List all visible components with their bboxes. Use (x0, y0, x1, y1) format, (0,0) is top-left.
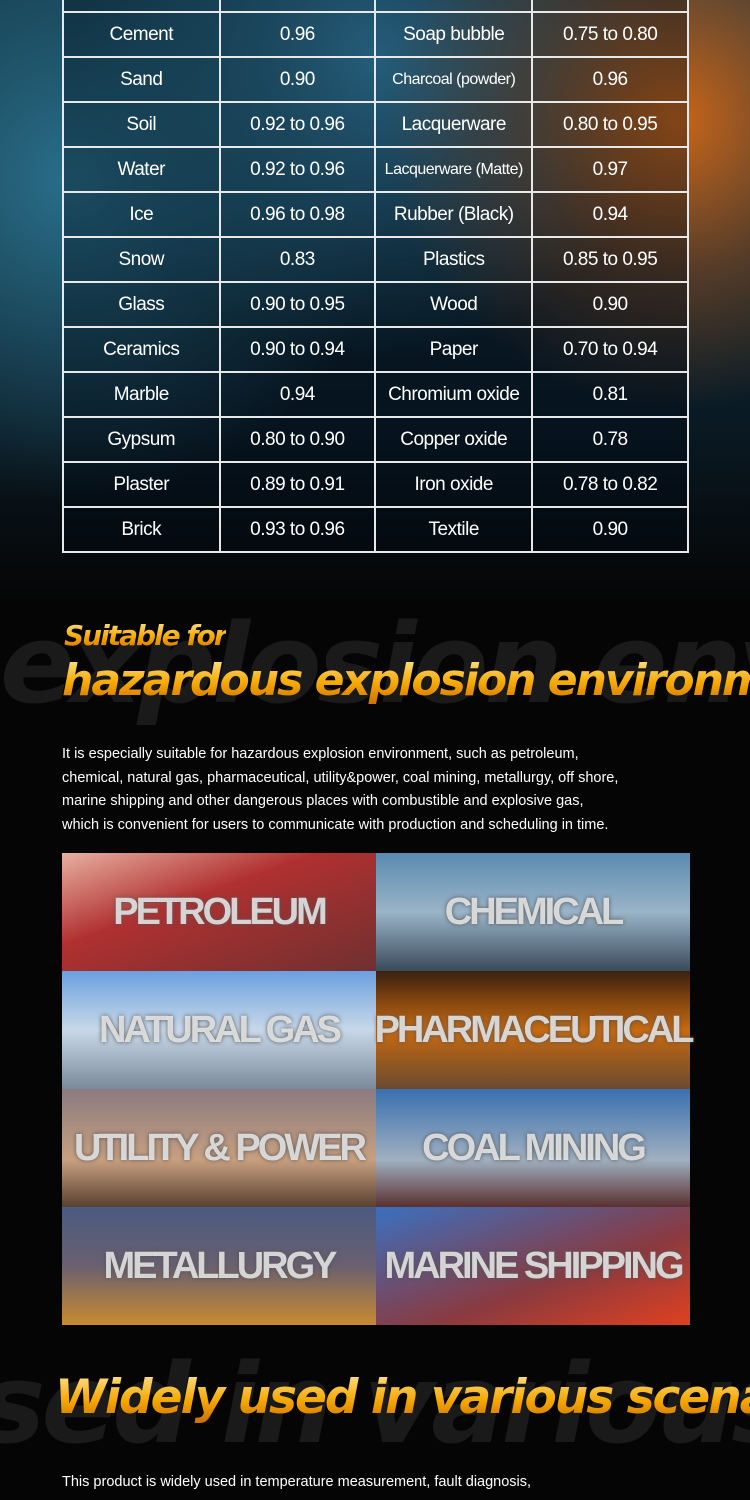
material-cell: Paper (374, 326, 534, 373)
table-row: Ice 0.96 to 0.98 Rubber (Black) 0.94 (62, 191, 689, 238)
material-cell: Sand (62, 56, 221, 103)
material-cell: Plaster (62, 461, 221, 508)
table-row: Sand 0.90 Charcoal (powder) 0.96 (62, 56, 689, 103)
value-cell: 0.78 (531, 416, 689, 463)
section-title: hazardous explosion environment (62, 655, 750, 706)
table-row: Brick 0.93 to 0.96 Textile 0.90 (62, 506, 689, 553)
value-cell: 0.96 (531, 56, 689, 103)
paragraph-line: chemical, natural gas, pharmaceutical, u… (62, 769, 619, 786)
value-cell: 0.92 to 0.96 (218, 146, 377, 193)
value-cell: 0.83 (218, 236, 377, 283)
value-cell: 0.94 (531, 191, 689, 238)
material-cell: Textile (374, 506, 534, 553)
table-row: Cement 0.96 Soap bubble 0.75 to 0.80 (62, 11, 689, 58)
material-cell: Lacquerware (374, 101, 534, 148)
section-title: Widely used in various scenarios (55, 1370, 750, 1425)
industry-tile: METALLURGY (62, 1207, 376, 1325)
value-cell: 0.92 to 0.96 (218, 101, 377, 148)
value-cell: 0.80 to 0.90 (218, 416, 377, 463)
industry-tile: PHARMACEUTICAL (375, 971, 694, 1089)
emissivity-table: Cement 0.96 Soap bubble 0.75 to 0.80 Sand 0.9… (62, 0, 689, 553)
table-row: Snow 0.83 Plastics 0.85 to 0.95 (62, 236, 689, 283)
value-cell: 0.78 to 0.82 (531, 461, 689, 508)
value-cell: 0.85 to 0.95 (531, 236, 689, 283)
material-cell: Lacquerware (Matte) (374, 146, 534, 193)
material-cell: Chromium oxide (374, 371, 534, 418)
paragraph-line: It is especially suitable for hazardous … (62, 746, 579, 762)
value-cell: 0.70 to 0.94 (531, 326, 689, 373)
industry-tile: UTILITY & POWER (62, 1089, 376, 1207)
material-cell: Iron oxide (374, 461, 534, 508)
value-cell: 0.97 (531, 146, 689, 193)
value-cell: 0.90 to 0.94 (218, 326, 377, 373)
material-cell: Rubber (Black) (374, 191, 534, 238)
value-cell: 0.89 to 0.91 (218, 461, 377, 508)
material-cell: Wood (374, 281, 534, 328)
material-cell: Ice (62, 191, 221, 238)
paragraph-line: marine shipping and other dangerous plac… (62, 793, 584, 810)
material-cell: Ceramics (62, 326, 221, 373)
value-cell: 0.96 to 0.98 (218, 191, 377, 238)
material-cell: Soil (62, 101, 221, 148)
table-row: Gypsum 0.80 to 0.90 Copper oxide 0.78 (62, 416, 689, 463)
material-cell: Cement (62, 11, 221, 58)
table-row: Ceramics 0.90 to 0.94 Paper 0.70 to 0.94 (62, 326, 689, 373)
value-cell: 0.90 (531, 506, 689, 553)
value-cell: 0.96 (218, 11, 377, 58)
value-cell: 0.90 (218, 56, 377, 103)
value-cell: 0.94 (218, 371, 377, 418)
watermark: sed in various sc (0, 1340, 750, 1468)
material-cell: Soap bubble (374, 11, 534, 58)
table-row: Water 0.92 to 0.96 Lacquerware (Matte) 0.97 (62, 146, 689, 193)
value-cell: 0.75 to 0.80 (531, 11, 689, 58)
material-cell: Gypsum (62, 416, 221, 463)
industry-tile: COAL MINING (376, 1089, 690, 1207)
industry-tile: MARINE SHIPPING (376, 1207, 690, 1325)
tile-grid: PETROLEUM CHEMICAL NATURAL GAS PHARMACEUTIC… (62, 853, 694, 1325)
industry-tile: PETROLEUM (62, 853, 376, 971)
value-cell: 0.93 to 0.96 (218, 506, 377, 553)
watermark: explosion envi (0, 600, 750, 728)
paragraph: It is especially suitable for hazardous … (62, 743, 618, 838)
material-cell: Plastics (374, 236, 534, 283)
material-cell: Copper oxide (374, 416, 534, 463)
table-row: Marble 0.94 Chromium oxide 0.81 (62, 371, 689, 418)
material-cell: Snow (62, 236, 221, 283)
value-cell: 0.80 to 0.95 (531, 101, 689, 148)
material-cell: Charcoal (powder) (374, 56, 534, 103)
value-cell: 0.90 (531, 281, 689, 328)
table-row: Plaster 0.89 to 0.91 Iron oxide 0.78 to 0.8… (62, 461, 689, 508)
value-cell: 0.81 (531, 371, 689, 418)
value-cell: 0.90 to 0.95 (218, 281, 377, 328)
kicker: Suitable for (64, 619, 228, 652)
paragraph: This product is widely used in temperatu… (62, 1471, 531, 1495)
material-cell: Brick (62, 506, 221, 553)
industry-tile: CHEMICAL (376, 853, 690, 971)
industry-tile: NATURAL GAS (62, 971, 376, 1089)
material-cell: Water (62, 146, 221, 193)
material-cell: Glass (62, 281, 221, 328)
material-cell: Marble (62, 371, 221, 418)
table-row: Glass 0.90 to 0.95 Wood 0.90 (62, 281, 689, 328)
table-row: Soil 0.92 to 0.96 Lacquerware 0.80 to 0.95 (62, 101, 689, 148)
paragraph-line: This product is widely used in temperatu… (62, 1474, 532, 1490)
paragraph-line: which is convenient for users to communi… (62, 817, 609, 834)
